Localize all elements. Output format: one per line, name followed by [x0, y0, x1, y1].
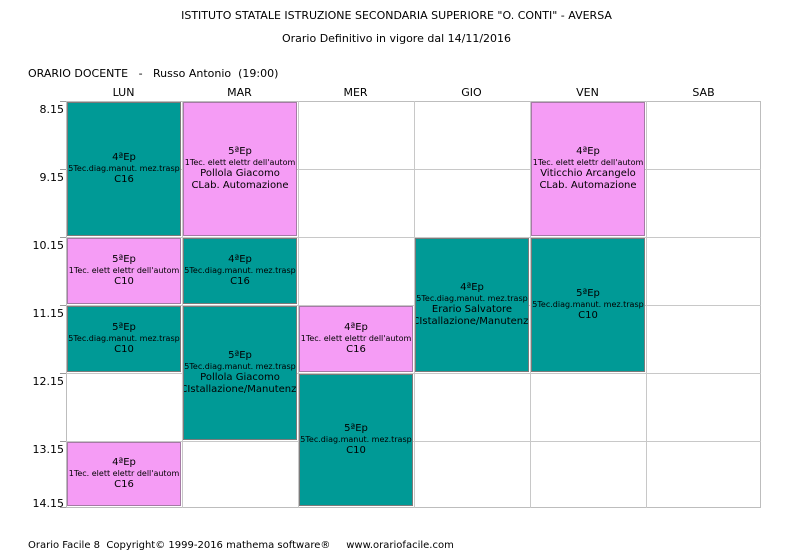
lesson-room: C10	[346, 445, 366, 456]
lesson-class: 5ªEp	[576, 288, 600, 299]
grid-line	[66, 169, 761, 170]
lesson-class: 4ªEp	[460, 282, 484, 293]
lesson-subject: 5Tec.diag.manut. mez.trasp	[300, 435, 412, 444]
day-header-lun: LUN	[112, 86, 135, 99]
time-label: 10.15	[32, 239, 65, 252]
lesson-room: C10	[114, 276, 134, 287]
grid-line	[66, 237, 761, 238]
grid-line	[182, 101, 183, 508]
lesson-subject: 5Tec.diag.manut. mez.trasp	[68, 164, 180, 173]
lesson-subject: 5Tec.diag.manut. mez.trasp	[416, 294, 528, 303]
teacher-heading: ORARIO DOCENTE - Russo Antonio (19:00)	[28, 67, 279, 80]
lesson-subject: 5Tec.diag.manut. mez.trasp	[68, 334, 180, 343]
time-tick	[60, 507, 66, 508]
lesson-subject: 5Tec.diag.manut. mez.trasp	[184, 266, 296, 275]
lesson-room: C16	[114, 479, 134, 490]
grid-line	[530, 101, 531, 508]
grid-line	[298, 101, 299, 508]
lesson-block: 5ªEp 1Tec. elett elettr dell'autom C10	[67, 238, 181, 304]
lesson-teacher: Erario Salvatore	[431, 304, 513, 315]
day-header-mar: MAR	[227, 86, 252, 99]
lesson-block: 5ªEp 1Tec. elett elettr dell'autom Pollola…	[183, 102, 297, 236]
lesson-teacher: Pollola Giacomo	[200, 372, 280, 383]
lesson-block: 4ªEp 5Tec.diag.manut. mez.trasp C16	[183, 238, 297, 304]
lesson-block: 4ªEp 1Tec. elett elettr dell'autom Viticch…	[531, 102, 645, 236]
footer-copyright: Orario Facile 8 Copyright© 1999-2016 mat…	[28, 540, 454, 551]
time-label: 13.15	[32, 443, 65, 456]
lesson-room: CIstallazione/Manutenz.	[415, 316, 529, 327]
lesson-class: 4ªEp	[112, 152, 136, 163]
time-tick	[60, 101, 66, 102]
lesson-teacher: Viticchio Arcangelo	[540, 168, 636, 179]
time-label: 9.15	[39, 171, 65, 184]
time-tick	[60, 441, 66, 442]
lesson-class: 5ªEp	[112, 254, 136, 265]
time-label: 12.15	[32, 375, 65, 388]
lesson-room: CIstallazione/Manutenz.	[183, 384, 297, 395]
lesson-room: C10	[114, 344, 134, 355]
time-tick	[60, 169, 66, 170]
lesson-subject: 1Tec. elett elettr dell'autom	[300, 334, 412, 343]
grid-line	[646, 101, 647, 508]
lesson-subject: 1Tec. elett elettr dell'autom	[68, 266, 180, 275]
lesson-subject: 5Tec.diag.manut. mez.trasp	[532, 300, 644, 309]
timetable-subtitle: Orario Definitivo in vigore dal 14/11/20…	[281, 32, 512, 45]
day-header-mer: MER	[343, 86, 368, 99]
time-tick	[60, 237, 66, 238]
day-header-sab: SAB	[692, 86, 715, 99]
lesson-class: 4ªEp	[112, 457, 136, 468]
grid-line	[66, 441, 761, 442]
lesson-room: C16	[230, 276, 250, 287]
timetable-grid	[66, 101, 761, 508]
lesson-subject: 1Tec. elett elettr dell'autom	[184, 158, 296, 167]
lesson-class: 5ªEp	[228, 146, 252, 157]
lesson-subject: 1Tec. elett elettr dell'autom	[68, 469, 180, 478]
lesson-class: 4ªEp	[576, 146, 600, 157]
lesson-class: 5ªEp	[344, 423, 368, 434]
lesson-teacher: Pollola Giacomo	[200, 168, 280, 179]
lesson-subject: 1Tec. elett elettr dell'autom	[532, 158, 644, 167]
day-header-ven: VEN	[576, 86, 599, 99]
day-header-gio: GIO	[461, 86, 482, 99]
lesson-block: 5ªEp 5Tec.diag.manut. mez.trasp C10	[299, 374, 413, 506]
lesson-room: C16	[114, 174, 134, 185]
time-tick	[60, 305, 66, 306]
lesson-block: 4ªEp 5Tec.diag.manut. mez.trasp C16	[67, 102, 181, 236]
time-label: 11.15	[32, 307, 65, 320]
lesson-block: 4ªEp 5Tec.diag.manut. mez.trasp Erario Sal…	[415, 238, 529, 372]
lesson-class: 5ªEp	[228, 350, 252, 361]
lesson-class: 4ªEp	[228, 254, 252, 265]
lesson-block: 5ªEp 5Tec.diag.manut. mez.trasp C10	[67, 306, 181, 372]
grid-line	[414, 101, 415, 508]
time-label: 8.15	[39, 103, 65, 116]
lesson-block: 5ªEp 5Tec.diag.manut. mez.trasp Pollola Gi…	[183, 306, 297, 440]
lesson-room: CLab. Automazione	[191, 180, 289, 191]
lesson-room: C10	[578, 310, 598, 321]
time-tick	[60, 373, 66, 374]
lesson-class: 5ªEp	[112, 322, 136, 333]
time-label: 14.15	[32, 497, 65, 510]
grid-line	[66, 373, 761, 374]
lesson-block: 4ªEp 1Tec. elett elettr dell'autom C16	[299, 306, 413, 372]
grid-line	[66, 305, 761, 306]
lesson-room: CLab. Automazione	[539, 180, 637, 191]
lesson-class: 4ªEp	[344, 322, 368, 333]
lesson-subject: 5Tec.diag.manut. mez.trasp	[184, 362, 296, 371]
lesson-block: 4ªEp 1Tec. elett elettr dell'autom C16	[67, 442, 181, 506]
school-title: ISTITUTO STATALE ISTRUZIONE SECONDARIA S…	[181, 9, 612, 22]
lesson-room: C16	[346, 344, 366, 355]
lesson-block: 5ªEp 5Tec.diag.manut. mez.trasp C10	[531, 238, 645, 372]
